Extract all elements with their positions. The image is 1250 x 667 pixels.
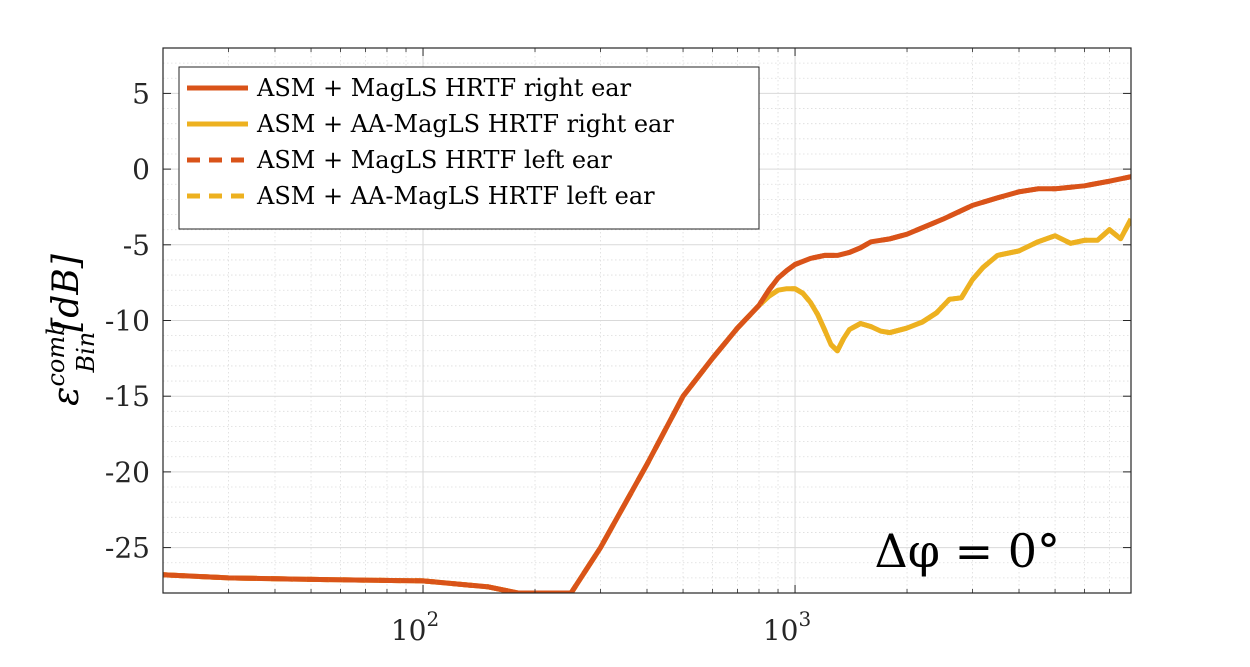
x-tick-label: 102 <box>391 607 439 647</box>
x-tick-base: 10 <box>391 614 427 647</box>
y-tick-label: -10 <box>105 305 150 338</box>
y-label-base: ε <box>46 387 87 406</box>
y-tick-label: -25 <box>105 532 150 565</box>
y-label-subscript: Bin <box>72 332 100 374</box>
y-tick-label: -20 <box>105 456 150 489</box>
x-tick-base: 10 <box>763 614 799 647</box>
ticks <box>162 48 1132 593</box>
y-axis-label: εcombBin[dB] <box>42 253 100 406</box>
annotation-delta-phi: Δφ = 0° <box>875 524 1060 578</box>
series-line-1 <box>163 174 1131 593</box>
y-tick-label: 0 <box>132 153 150 186</box>
y-label-unit: [dB] <box>46 253 87 332</box>
series-layer <box>163 174 1131 593</box>
legend-label-1: ASM + MagLS HRTF right ear <box>256 74 632 102</box>
y-tick-labels: 5 0 -5 -10 -15 -20 -25 <box>105 77 150 564</box>
x-tick-exponent: 2 <box>426 607 439 631</box>
y-tick-label: -5 <box>123 229 150 262</box>
y-label-superscript: comb <box>42 321 70 387</box>
x-tick-labels: 102 103 <box>391 607 811 647</box>
legend-box <box>178 66 760 230</box>
legend-label-4: ASM + AA-MagLS HRTF left ear <box>256 182 655 210</box>
legend-label-3: ASM + MagLS HRTF left ear <box>256 146 612 174</box>
x-tick-exponent: 3 <box>798 607 811 631</box>
y-tick-label: -15 <box>105 380 150 413</box>
y-tick-label: 5 <box>132 77 150 110</box>
legend: ASM + MagLS HRTF right ear ASM + AA-MagLS… <box>178 66 760 230</box>
legend-label-2: ASM + AA-MagLS HRTF right ear <box>256 110 674 138</box>
x-tick-label: 103 <box>763 607 811 647</box>
